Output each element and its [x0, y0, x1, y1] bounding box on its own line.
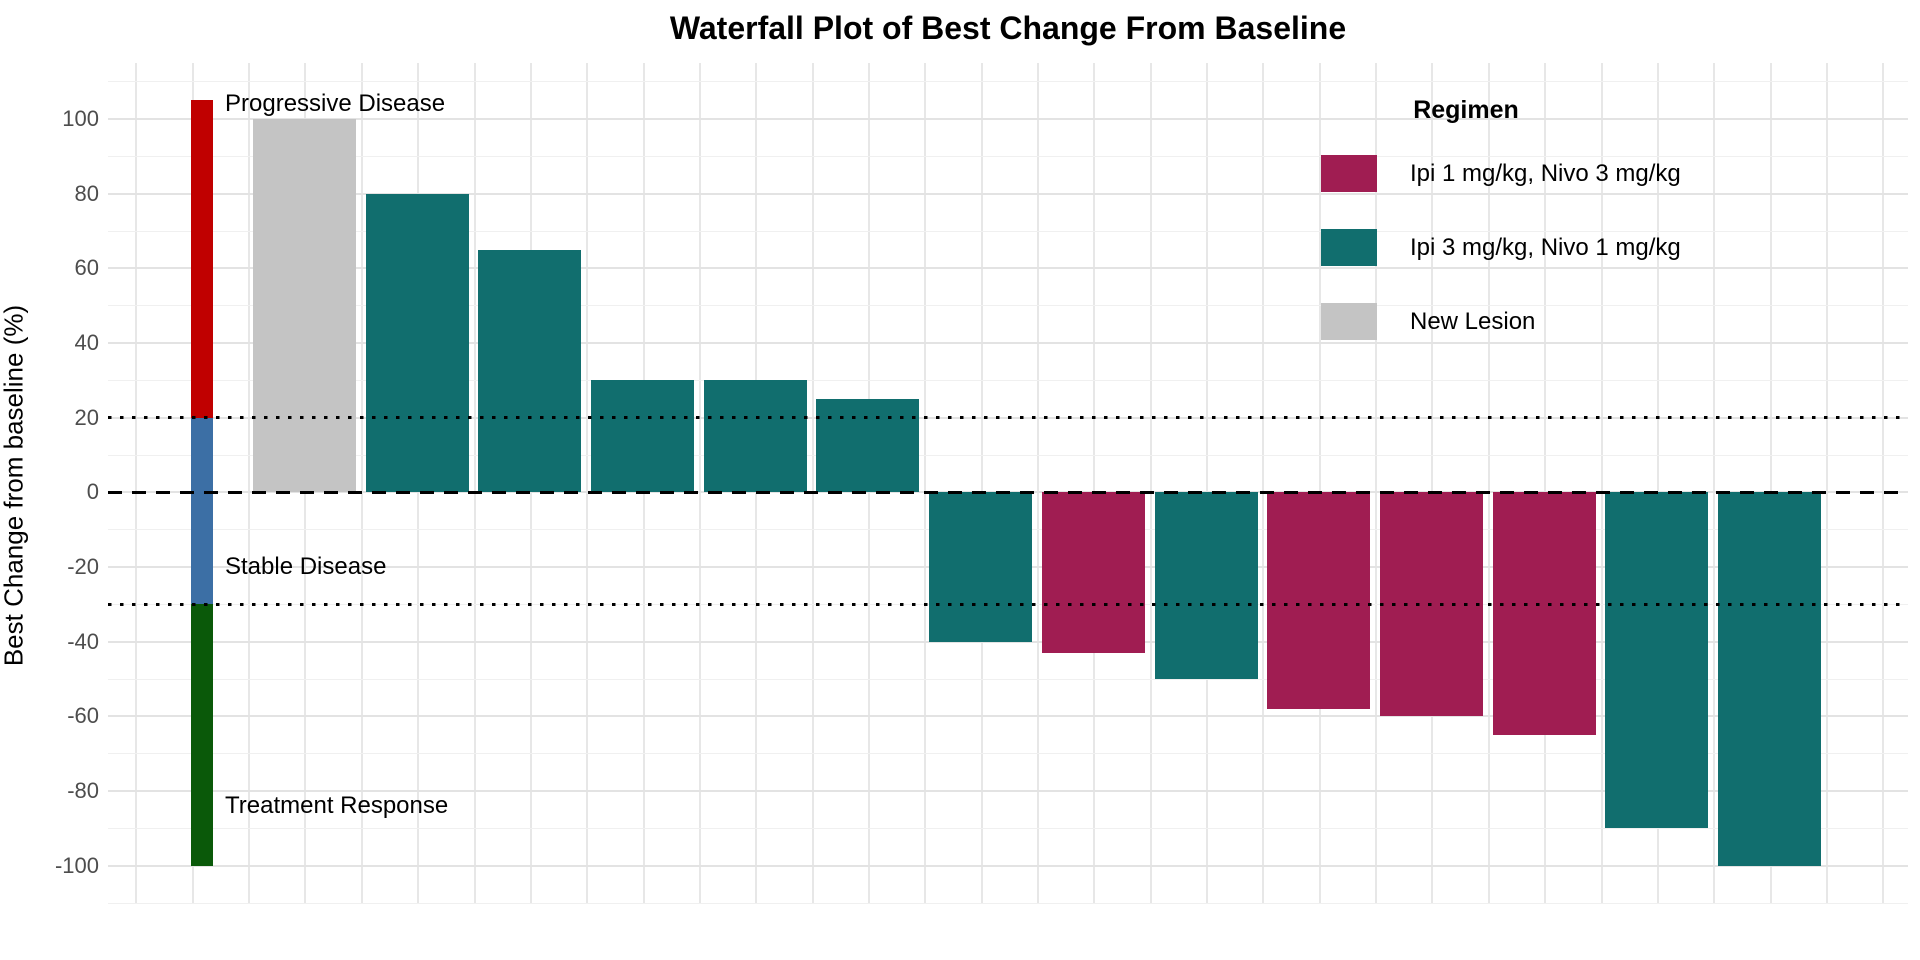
vertical-gridline [473, 63, 476, 903]
vertical-gridline [248, 63, 251, 903]
patient-bar [1267, 492, 1371, 709]
vertical-gridline [586, 63, 589, 903]
horizontal-major-gridline [108, 342, 1908, 344]
patient-bar [365, 193, 469, 493]
legend-label: Ipi 1 mg/kg, Nivo 3 mg/kg [1410, 159, 1681, 187]
zero-baseline-dashed-line [108, 490, 1908, 494]
chart-title: Waterfall Plot of Best Change From Basel… [669, 10, 1347, 46]
annotation-stable-disease: Stable Disease [225, 553, 387, 580]
horizontal-major-gridline [108, 790, 1908, 792]
y-tick-label: 100 [62, 106, 99, 131]
vertical-gridline [360, 63, 363, 903]
response-indicator-segment [191, 604, 213, 866]
horizontal-minor-gridline [108, 827, 1908, 829]
horizontal-minor-gridline [108, 230, 1908, 232]
legend-title: Regimen [1413, 96, 1519, 124]
y-tick-label: -100 [54, 852, 99, 878]
patient-bar [1154, 492, 1258, 679]
vertical-gridline [1206, 63, 1209, 903]
horizontal-major-gridline [108, 267, 1908, 270]
horizontal-minor-gridline [108, 902, 1908, 904]
horizontal-minor-gridline [108, 753, 1908, 755]
vertical-gridline [1656, 63, 1659, 903]
horizontal-major-gridline [108, 864, 1908, 867]
horizontal-minor-gridline [108, 454, 1908, 456]
response-indicator-segment [191, 100, 213, 418]
patient-bar [591, 380, 694, 493]
annotation-progressive-disease: Progressive Disease [225, 90, 446, 118]
plot-panel: Progressive Disease Stable Disease Treatme… [108, 63, 1908, 904]
threshold-dotted-line [108, 416, 1908, 420]
y-tick-label: -40 [67, 628, 99, 654]
horizontal-minor-gridline [108, 305, 1908, 307]
vertical-gridline [1769, 63, 1772, 903]
patient-bar [1041, 492, 1145, 653]
legend-item: Ipi 1 mg/kg, Nivo 3 mg/kg [1321, 155, 1681, 192]
horizontal-minor-gridline [108, 678, 1908, 680]
legend: Regimen Ipi 1 mg/kg, Nivo 3 mg/kg Ipi 3 m… [1321, 96, 1681, 377]
y-tick-label: 80 [74, 180, 99, 206]
horizontal-minor-gridline [108, 81, 1908, 83]
vertical-gridline [1318, 63, 1321, 903]
legend-item: New Lesion [1321, 303, 1681, 340]
legend-label: New Lesion [1410, 307, 1536, 335]
response-indicator-segment [191, 417, 213, 605]
horizontal-major-gridline [108, 640, 1908, 643]
vertical-gridline [1544, 63, 1547, 903]
patient-bar [929, 492, 1033, 642]
vertical-gridline [1037, 63, 1039, 903]
vertical-gridline [1375, 63, 1378, 903]
vertical-gridline [811, 63, 814, 903]
y-tick-label: 20 [74, 404, 99, 430]
horizontal-major-gridline [108, 715, 1908, 718]
patient-bar [1492, 492, 1596, 735]
y-tick-label: 60 [74, 255, 99, 281]
vertical-gridline [1713, 63, 1716, 903]
vertical-gridline [698, 63, 701, 903]
vertical-gridline [1093, 63, 1096, 903]
vertical-gridline [1487, 63, 1490, 903]
threshold-dotted-line [108, 602, 1908, 606]
vertical-gridline [1882, 63, 1885, 903]
vertical-gridline [1262, 63, 1265, 903]
legend-swatch-icon [1321, 229, 1377, 266]
y-tick-label: -60 [67, 703, 99, 729]
patient-bar [816, 399, 920, 493]
annotation-treatment-response: Treatment Response [225, 791, 449, 819]
horizontal-major-gridline [108, 192, 1908, 195]
y-tick-label: 40 [74, 330, 99, 355]
legend-swatch-icon [1321, 303, 1377, 340]
legend-label: Ipi 3 mg/kg, Nivo 1 mg/kg [1410, 233, 1681, 261]
vertical-gridline [1431, 63, 1434, 903]
patient-bar [1718, 492, 1821, 866]
y-tick-label: -20 [67, 554, 99, 579]
legend-swatch-icon [1321, 155, 1377, 192]
y-tick-label: 0 [86, 479, 99, 505]
patient-bar [703, 380, 807, 493]
vertical-gridline [135, 63, 138, 903]
patient-bar [252, 119, 356, 493]
vertical-gridline [980, 63, 983, 903]
vertical-gridline [924, 63, 927, 903]
patient-bar [478, 249, 582, 493]
legend-item: Ipi 3 mg/kg, Nivo 1 mg/kg [1321, 229, 1681, 266]
horizontal-minor-gridline [108, 379, 1908, 381]
y-tick-label: -80 [67, 778, 99, 803]
vertical-gridline [1600, 63, 1603, 903]
horizontal-major-gridline [108, 118, 1908, 120]
horizontal-minor-gridline [108, 155, 1908, 157]
patient-bar [1605, 492, 1709, 829]
vertical-gridline [1825, 63, 1828, 903]
vertical-gridline [1149, 63, 1152, 903]
